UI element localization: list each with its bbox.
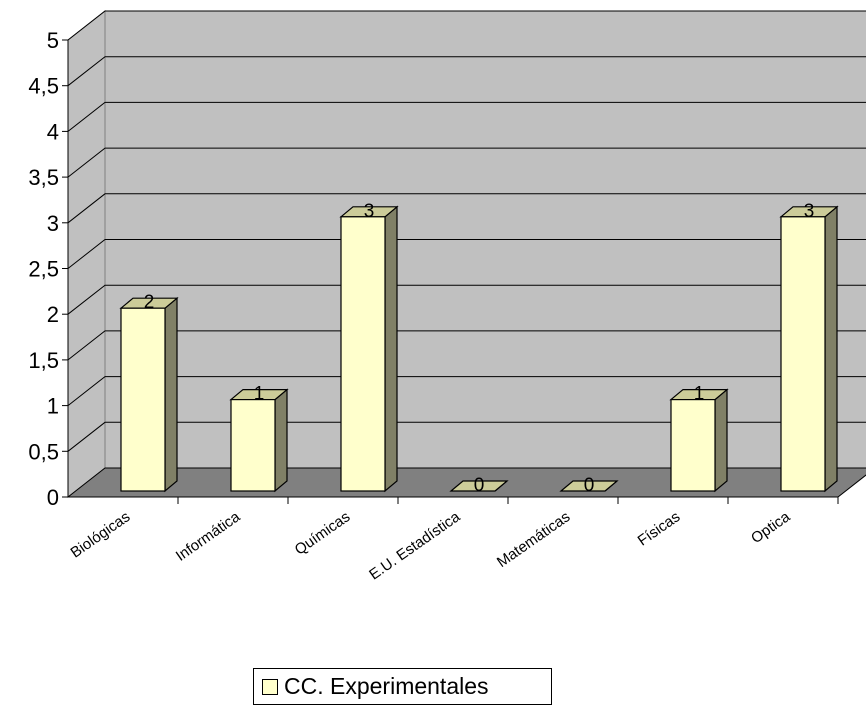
bar-side [824,205,838,493]
bars: 2 1 3 0 0 1 3 [119,201,839,496]
category-label: Optica [748,508,794,547]
gridline [67,147,866,178]
y-tick-label: 3,5 [28,165,59,190]
gridline [67,284,866,315]
data-label: 1 [694,384,705,405]
gridline [67,10,866,41]
y-tick-label: 5 [47,28,59,53]
category-label: E.U. Estadística [366,508,464,584]
axes [62,39,839,504]
bar-top [449,480,509,492]
category-label: Biológicas [68,508,134,561]
gridline [67,193,866,224]
x-category-labels: Biológicas Informática Químicas E.U. Estadí… [68,508,794,584]
y-tick-label: 0,5 [28,439,59,464]
bar-side [274,388,288,493]
y-tick-label: 1,5 [28,348,59,373]
bar-1 [119,296,179,493]
y-tick-label: 2 [47,302,59,327]
bar-7 [779,205,839,493]
y-tick-label: 0 [47,485,59,510]
bar-front [230,399,276,492]
category-label: Matemáticas [494,508,573,571]
y-tick-label: 4 [47,119,59,144]
bar-side [714,388,728,493]
bar-5 [559,480,619,492]
chart-walls [66,9,866,499]
bar-6 [669,388,729,493]
gridline [67,56,866,87]
category-label: Químicas [292,508,354,558]
data-label: 3 [364,201,375,222]
category-label: Físicas [635,508,684,549]
bar-side [164,296,178,493]
data-label: 3 [804,201,815,222]
gridlines [67,10,866,452]
data-label: 0 [474,475,485,496]
bar-front [340,216,386,492]
legend-label: CC. Experimentales [284,673,489,699]
bar-3 [339,205,399,493]
gridline [67,421,866,452]
legend: CC. Experimentales [253,668,552,705]
y-tick-label: 2,5 [28,257,59,282]
legend-swatch [262,678,278,695]
data-label: 0 [584,475,595,496]
bar-side [384,205,398,493]
bar-front [780,216,826,492]
gridline [67,376,866,406]
data-label: 1 [254,384,265,405]
bar-front [670,399,716,492]
y-tick-labels: 0 0,5 1 1,5 2 2,5 3 3,5 4 4,5 5 [28,28,59,510]
category-label: Informática [173,508,244,565]
bar-top [559,480,619,492]
y-tick-label: 4,5 [28,74,59,99]
bar-2 [229,388,289,493]
data-label: 2 [144,292,155,313]
bar-4 [449,480,509,492]
y-tick-label: 1 [47,394,59,419]
gridline [67,101,866,132]
gridline [67,239,866,269]
bar-front [120,307,166,492]
y-tick-label: 3 [47,211,59,236]
gridline [67,330,866,361]
